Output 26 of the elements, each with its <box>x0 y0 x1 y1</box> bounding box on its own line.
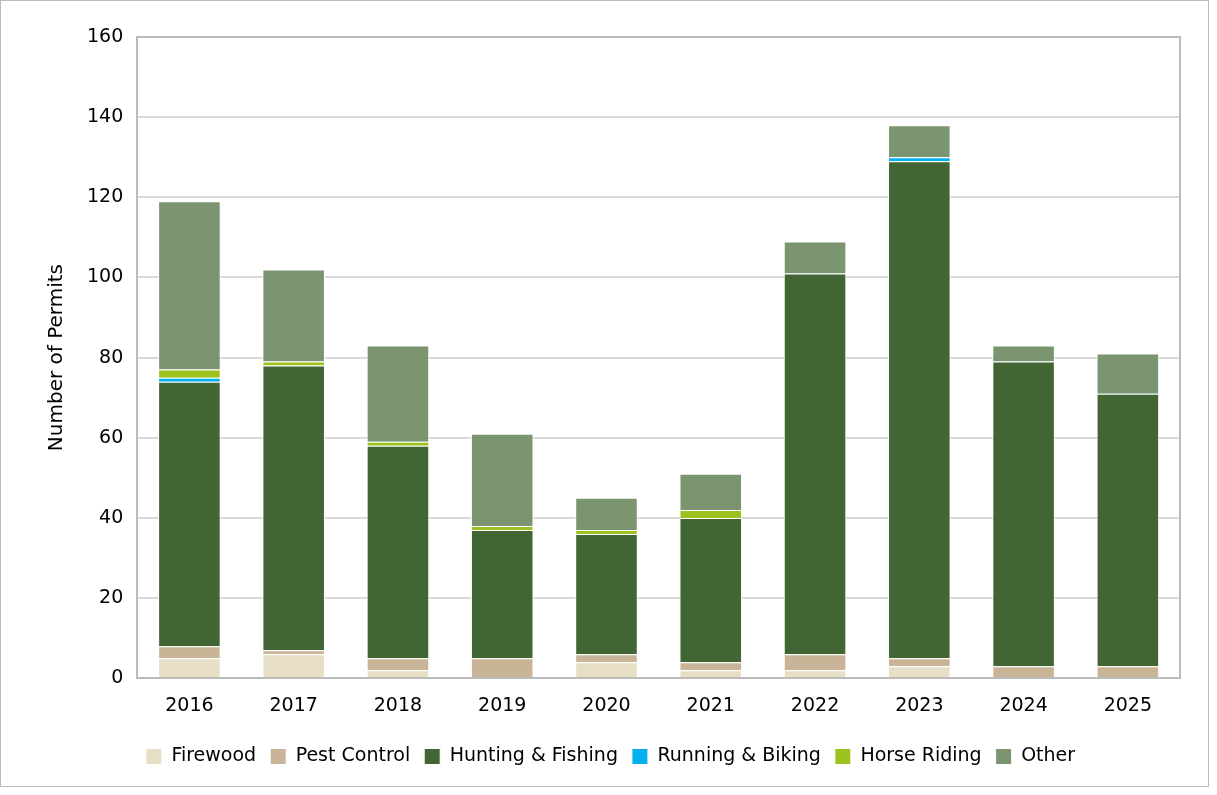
legend-label: Hunting & Fishing <box>449 743 618 766</box>
y-tick-label: 100 <box>87 264 124 287</box>
legend-label: Pest Control <box>295 743 411 766</box>
y-tick-label: 80 <box>99 344 124 367</box>
y-tick-label: 160 <box>87 23 124 46</box>
y-tick-label: 60 <box>99 424 124 447</box>
y-tick-label: 140 <box>87 104 124 127</box>
legend-label: Running & Biking <box>657 743 821 766</box>
y-tick-label: 20 <box>99 584 124 607</box>
x-tick-label: 2019 <box>478 692 527 715</box>
y-axis-title: Number of Permits <box>43 264 68 452</box>
legend-label: Other <box>1021 743 1076 766</box>
x-tick-label: 2022 <box>790 692 840 715</box>
x-tick-label: 2023 <box>895 692 944 715</box>
legend-label: Firewood <box>171 743 257 766</box>
y-tick-label: 0 <box>111 665 124 688</box>
x-tick-label: 2016 <box>165 692 214 715</box>
x-tick-label: 2018 <box>373 692 423 715</box>
x-tick-label: 2024 <box>999 692 1048 715</box>
legend-label: Horse Riding <box>860 743 982 766</box>
x-tick-label: 2025 <box>1103 692 1153 715</box>
y-tick-label: 120 <box>87 184 124 207</box>
x-tick-label: 2017 <box>269 692 318 715</box>
x-tick-label: 2021 <box>686 692 735 715</box>
x-tick-label: 2020 <box>582 692 631 715</box>
y-tick-label: 40 <box>99 504 124 527</box>
